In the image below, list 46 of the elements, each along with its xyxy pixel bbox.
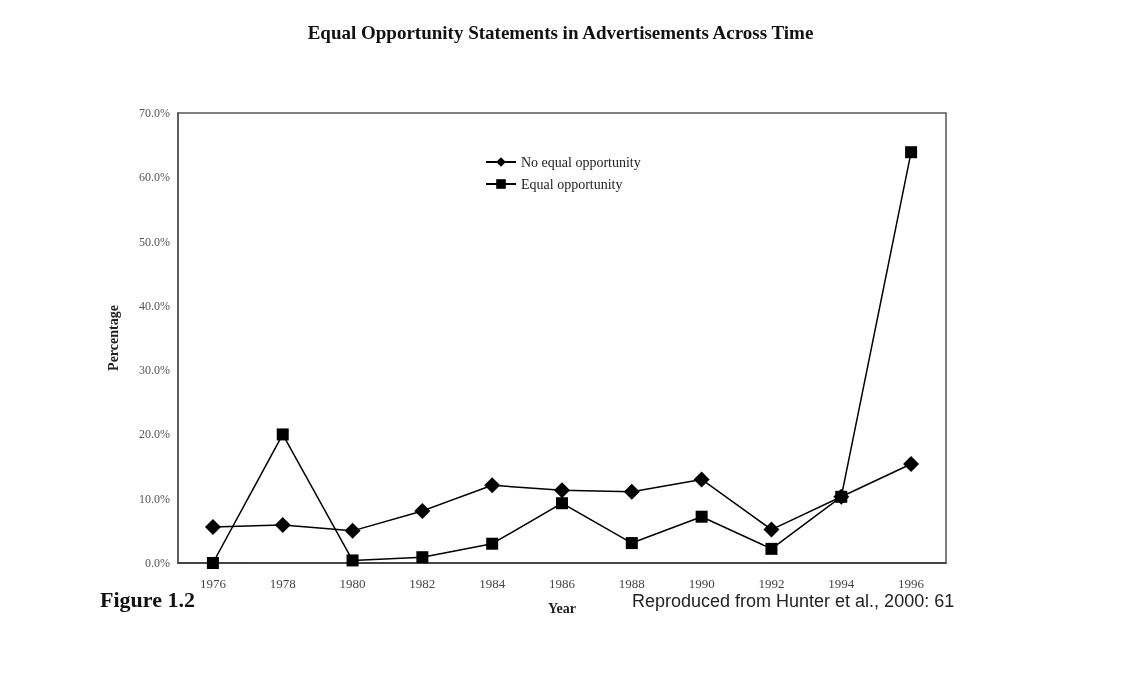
- y-tick-label: 70.0%: [139, 106, 170, 120]
- y-tick-label: 60.0%: [139, 170, 170, 185]
- point: [486, 537, 499, 550]
- point: [625, 537, 638, 550]
- point: [693, 471, 710, 488]
- y-tick-label: 40.0%: [139, 298, 170, 313]
- x-tick-label: 1996: [898, 576, 925, 591]
- x-tick-label: 1992: [758, 576, 785, 591]
- x-tick-label: 1980: [339, 576, 366, 591]
- point: [905, 146, 918, 159]
- x-tick-label: 1988: [618, 576, 645, 591]
- y-tick-label: 0.0%: [145, 556, 170, 570]
- point: [695, 510, 708, 523]
- point: [554, 482, 570, 499]
- legend-label: No equal opportunity: [521, 154, 641, 170]
- y-tick-label: 30.0%: [139, 363, 170, 378]
- x-tick-label: 1986: [549, 576, 576, 591]
- point: [206, 557, 219, 569]
- point: [556, 497, 568, 510]
- x-tick-label: 1982: [409, 576, 436, 591]
- point: [623, 483, 640, 500]
- x-tick-label: 1976: [199, 576, 227, 591]
- y-tick-label: 50.0%: [139, 234, 170, 249]
- point: [276, 428, 289, 441]
- x-axis-title: Year: [548, 600, 576, 616]
- point: [274, 517, 291, 534]
- text: Reproduced from Hunter et al., 2000: 61: [632, 591, 955, 611]
- point: [346, 554, 359, 567]
- chart-title: Equal Opportunity Statements in Advertisements Across Time: [307, 22, 814, 43]
- y-tick-label: 10.0%: [139, 491, 170, 506]
- point: [903, 456, 920, 472]
- x-tick-label: 1978: [269, 576, 296, 591]
- point: [416, 551, 429, 564]
- point: [765, 542, 778, 555]
- x-tick-label: 1990: [688, 576, 715, 591]
- legend-label: Equal opportunity: [521, 176, 623, 192]
- y-axis-title: Percentage: [105, 305, 121, 371]
- point: [344, 522, 361, 539]
- point: [414, 502, 431, 519]
- point: [763, 521, 780, 538]
- point: [204, 519, 221, 535]
- x-tick-label: 1994: [828, 576, 855, 591]
- caption: Figure 1.2: [100, 586, 195, 612]
- y-tick-label: 20.0%: [139, 427, 170, 442]
- point: [484, 477, 501, 494]
- x-tick-label: 1984: [479, 576, 506, 591]
